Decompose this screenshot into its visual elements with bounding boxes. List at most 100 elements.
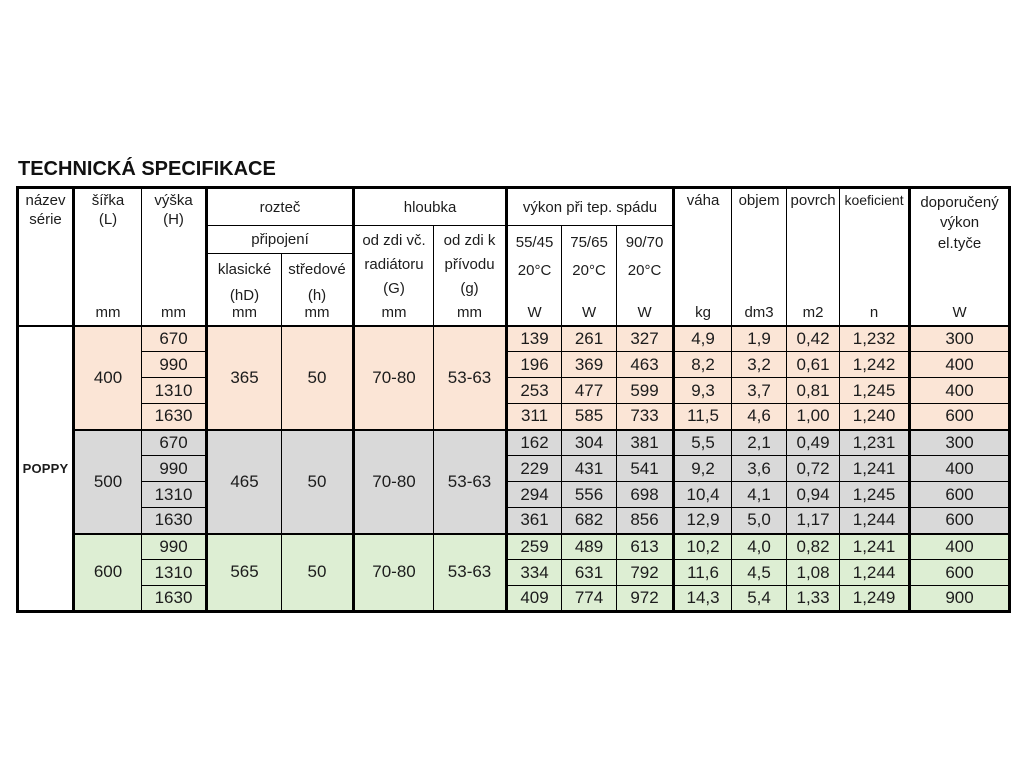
col-unit: W <box>952 303 967 321</box>
col-header-label: 90/70 20°C <box>625 234 664 279</box>
spec-table: název série šířka (L) mm výška (H) mm ro… <box>16 186 1012 613</box>
cell-w90: 463 <box>616 351 675 378</box>
cell-dop: 400 <box>908 455 1011 482</box>
cell-hloubka-g2: 53-63 <box>433 428 508 534</box>
cell-w55: 294 <box>505 481 563 508</box>
cell-vyska: 1630 <box>141 403 207 430</box>
col-header-label: šířka (L) <box>91 192 125 228</box>
cell-w55: 253 <box>505 377 563 404</box>
cell-koef: 1,232 <box>839 324 911 352</box>
table-row: 1630 361 682 856 12,9 5,0 1,17 1,244 600 <box>18 507 1011 534</box>
col-header-label: výška (H) <box>154 192 193 228</box>
cell-w55: 139 <box>505 324 563 352</box>
cell-povrch: 0,42 <box>786 324 841 352</box>
cell-objem: 5,0 <box>731 507 788 534</box>
col-header-doporuceny-vykon: doporučený výkon el.tyče W <box>908 187 1011 326</box>
col-unit: W <box>527 303 542 321</box>
cell-vyska: 1310 <box>141 559 207 586</box>
col-unit: m2 <box>802 303 824 321</box>
cell-vaha: 10,2 <box>672 532 733 560</box>
group-header-vykon: výkon při tep. spádu <box>505 187 675 226</box>
table-row: 990 196 369 463 8,2 3,2 0,61 1,242 400 <box>18 351 1011 378</box>
table-row: 990 229 431 541 9,2 3,6 0,72 1,241 400 <box>18 455 1011 482</box>
cell-vyska: 1310 <box>141 481 207 508</box>
header-row-1: název série šířka (L) mm výška (H) mm ro… <box>17 187 1011 326</box>
col-header-koeficient: koeficient n <box>839 187 911 326</box>
cell-vyska: 1630 <box>141 585 207 612</box>
cell-stredove: 50 <box>280 428 355 534</box>
cell-koef: 1,240 <box>839 403 911 430</box>
cell-povrch: 0,61 <box>786 351 841 378</box>
cell-w90: 381 <box>616 428 675 456</box>
cell-dop: 900 <box>908 585 1011 612</box>
cell-objem: 5,4 <box>731 585 788 612</box>
group-header-roztec: rozteč <box>204 187 355 226</box>
cell-w75: 477 <box>561 377 618 404</box>
col-header-label: od zdi vč. radiátoru (G) <box>362 232 426 297</box>
cell-w75: 304 <box>561 428 618 456</box>
series-name-cell: POPPY <box>17 324 74 612</box>
cell-koef: 1,244 <box>839 559 911 586</box>
col-header-label: název série <box>25 192 66 228</box>
cell-w75: 774 <box>561 585 618 612</box>
cell-w75: 369 <box>561 351 618 378</box>
cell-w75: 261 <box>561 324 618 352</box>
cell-w75: 489 <box>561 532 618 560</box>
cell-koef: 1,244 <box>839 507 911 534</box>
cell-w55: 334 <box>505 559 563 586</box>
cell-vaha: 4,9 <box>672 324 733 352</box>
cell-stredove: 50 <box>280 324 355 430</box>
col-unit: dm3 <box>744 303 774 321</box>
cell-objem: 1,9 <box>731 324 788 352</box>
cell-vyska: 1630 <box>141 507 207 534</box>
col-unit: kg <box>695 303 711 321</box>
cell-stredove: 50 <box>280 532 355 612</box>
cell-w90: 733 <box>616 403 675 430</box>
cell-povrch: 1,33 <box>786 585 841 612</box>
cell-hloubka-g: 70-80 <box>352 428 435 534</box>
col-unit: mm <box>381 303 407 321</box>
cell-vyska: 670 <box>141 324 207 352</box>
cell-vyska: 670 <box>141 428 207 456</box>
table-row: 600 990 565 50 70-80 53-63 259 489 613 1… <box>18 532 1011 612</box>
cell-dop: 300 <box>908 428 1011 456</box>
cell-w55: 409 <box>505 585 563 612</box>
table-row: 1310 294 556 698 10,4 4,1 0,94 1,245 600 <box>18 481 1011 508</box>
col-header-label: klasické (hD) <box>217 261 272 304</box>
cell-povrch: 0,72 <box>786 455 841 482</box>
cell-vaha: 9,2 <box>672 455 733 482</box>
header-row-3: klasické (hD) mm středové (h) mm <box>18 253 1010 326</box>
cell-povrch: 1,17 <box>786 507 841 534</box>
cell-dop: 600 <box>908 559 1011 586</box>
table-row: POPPY 400 670 365 50 70-80 53-63 139 261… <box>17 324 1011 612</box>
cell-w90: 599 <box>616 377 675 404</box>
cell-koef: 1,249 <box>839 585 911 612</box>
col-header-objem: objem dm3 <box>731 187 788 326</box>
cell-w55: 259 <box>505 532 563 560</box>
cell-klasicke: 365 <box>205 324 282 430</box>
col-header-vaha: váha kg <box>672 187 733 326</box>
page-title: TECHNICKÁ SPECIFIKACE <box>18 158 276 180</box>
cell-sirka: 400 <box>72 324 142 430</box>
cell-w90: 972 <box>616 585 675 612</box>
cell-w75: 631 <box>561 559 618 586</box>
cell-koef: 1,242 <box>839 351 911 378</box>
cell-koef: 1,241 <box>839 455 911 482</box>
cell-povrch: 0,82 <box>786 532 841 560</box>
col-unit: W <box>637 303 652 321</box>
col-header-povrch: povrch m2 <box>786 187 841 326</box>
cell-dop: 400 <box>908 532 1011 560</box>
cell-povrch: 1,08 <box>786 559 841 586</box>
cell-klasicke: 565 <box>205 532 282 612</box>
header-row-2: připojení od zdi vč. radiátoru (G) mm od… <box>18 225 1010 326</box>
cell-w75: 556 <box>561 481 618 508</box>
col-header-label: středové (h) <box>288 261 346 304</box>
cell-hloubka-g2: 53-63 <box>433 324 508 430</box>
cell-hloubka-g2: 53-63 <box>433 532 508 612</box>
cell-objem: 4,5 <box>731 559 788 586</box>
col-unit: mm <box>304 303 330 321</box>
cell-vaha: 8,2 <box>672 351 733 378</box>
col-header-label: doporučený výkon el.tyče <box>920 194 999 252</box>
col-header-od-zdi-vc: od zdi vč. radiátoru (G) mm <box>352 225 435 326</box>
